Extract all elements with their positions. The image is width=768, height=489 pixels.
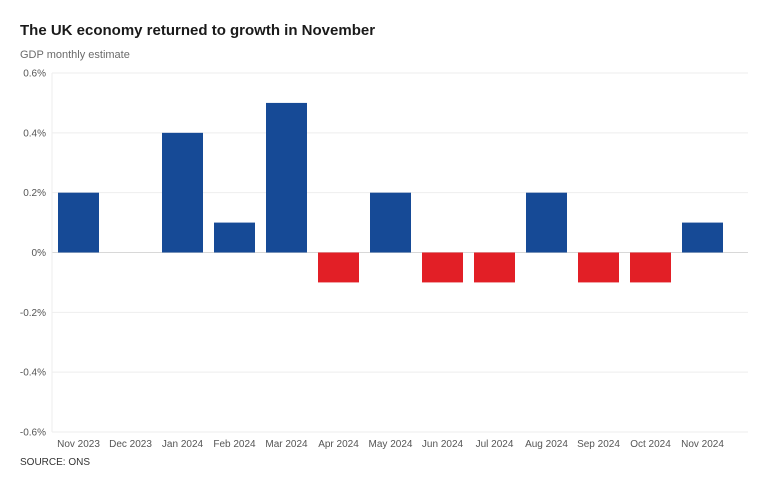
- y-axis-ticks: 0.6% 0.4% 0.2% 0% -0.2% -0.4% -0.6%: [20, 69, 46, 439]
- x-tick-label: Jul 2024: [476, 439, 514, 450]
- y-tick-label: 0.4%: [23, 128, 46, 139]
- x-tick-label: May 2024: [369, 439, 413, 450]
- x-tick-label: Sep 2024: [577, 439, 620, 450]
- bar-sep-2024: [578, 252, 619, 283]
- x-tick-label: Apr 2024: [318, 439, 359, 450]
- bar-jul-2024: [474, 252, 515, 283]
- y-tick-label: -0.4%: [20, 368, 46, 379]
- bar-nov-2023: [58, 192, 99, 253]
- x-tick-label: Nov 2023: [57, 439, 100, 450]
- bar-aug-2024: [526, 192, 567, 253]
- source-note: SOURCE: ONS: [20, 457, 91, 468]
- x-tick-label: Nov 2024: [681, 439, 724, 450]
- bar-mar-2024: [266, 102, 307, 253]
- x-tick-label: Oct 2024: [630, 439, 671, 450]
- x-tick-label: Feb 2024: [213, 439, 256, 450]
- chart-subtitle: GDP monthly estimate: [20, 49, 130, 61]
- bar-feb-2024: [214, 222, 255, 253]
- bar-nov-2024: [682, 222, 723, 253]
- bar-apr-2024: [318, 252, 359, 283]
- y-tick-label: -0.2%: [20, 308, 46, 319]
- x-axis-ticks: Nov 2023 Dec 2023 Jan 2024 Feb 2024 Mar 2024…: [57, 439, 724, 450]
- bar-may-2024: [370, 192, 411, 253]
- y-tick-label: -0.6%: [20, 428, 46, 439]
- y-tick-label: 0.2%: [23, 188, 46, 199]
- bars: [58, 102, 723, 283]
- bar-jun-2024: [422, 252, 463, 283]
- y-tick-label: 0%: [32, 248, 47, 259]
- x-tick-label: Mar 2024: [265, 439, 308, 450]
- bar-jan-2024: [162, 132, 203, 253]
- x-tick-label: Jun 2024: [422, 439, 464, 450]
- x-tick-label: Aug 2024: [525, 439, 568, 450]
- chart-title: The UK economy returned to growth in Nov…: [20, 22, 376, 39]
- x-tick-label: Dec 2023: [109, 439, 152, 450]
- y-tick-label: 0.6%: [23, 69, 46, 80]
- x-tick-label: Jan 2024: [162, 439, 204, 450]
- bar-oct-2024: [630, 252, 671, 283]
